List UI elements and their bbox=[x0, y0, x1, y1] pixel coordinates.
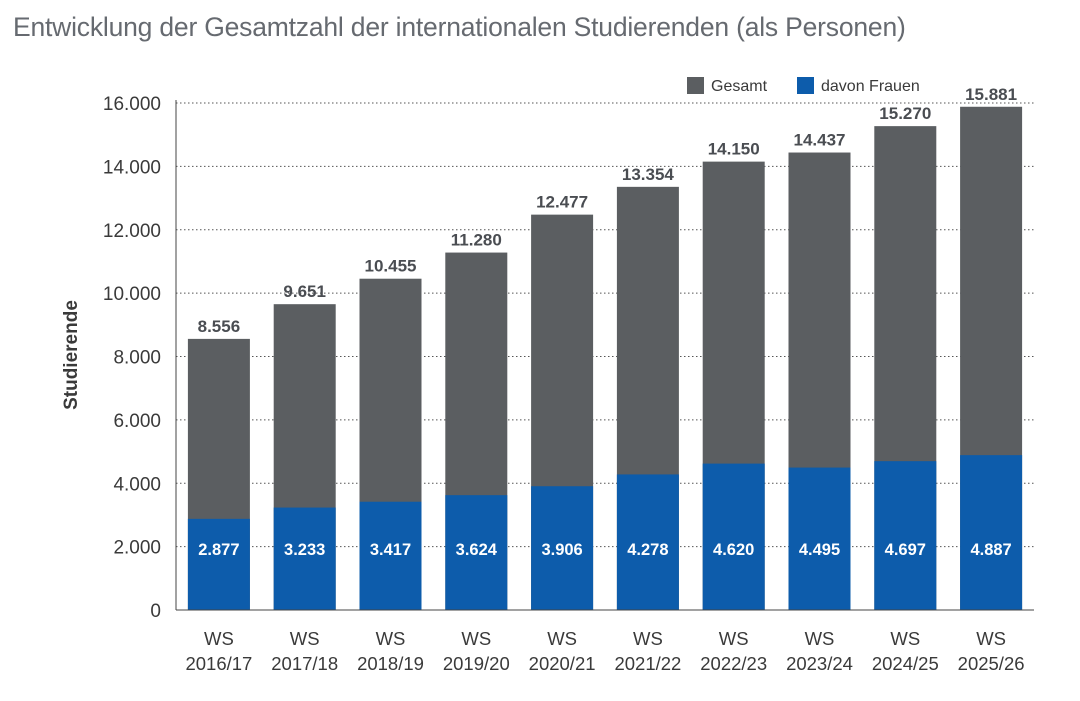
x-tick-label: WS bbox=[290, 628, 320, 649]
data-label-davon-frauen: 4.620 bbox=[713, 541, 754, 559]
x-tick-label: WS bbox=[633, 628, 663, 649]
bars bbox=[187, 106, 1023, 611]
x-tick-label: WS bbox=[461, 628, 491, 649]
legend: Gesamt davon Frauen bbox=[687, 77, 920, 95]
x-tick-label: 2022/23 bbox=[700, 653, 767, 674]
y-tick-label: 8.000 bbox=[113, 348, 161, 369]
x-tick-label: WS bbox=[805, 628, 835, 649]
y-axis-label: Studierende bbox=[61, 300, 82, 410]
data-label-gesamt: 10.455 bbox=[365, 257, 417, 276]
x-tick-label: 2016/17 bbox=[185, 653, 252, 674]
data-labels: 8.556 2.877 9.651 3.233 10.455 3.417 11.280 3.6… bbox=[198, 85, 1017, 559]
data-label-davon-frauen: 3.624 bbox=[456, 541, 498, 559]
data-label-davon-frauen: 4.887 bbox=[970, 541, 1011, 559]
data-label-davon-frauen: 3.906 bbox=[541, 541, 582, 559]
x-tick-label: 2025/26 bbox=[958, 653, 1025, 674]
bar-davon-frauen bbox=[960, 455, 1023, 610]
chart-title: Entwicklung der Gesamtzahl der internati… bbox=[13, 12, 906, 42]
legend-label: davon Frauen bbox=[821, 78, 920, 95]
y-tick-label: 6.000 bbox=[113, 411, 161, 432]
legend-swatch bbox=[797, 77, 814, 94]
x-tick-label: 2024/25 bbox=[872, 653, 939, 674]
x-tick-label: 2018/19 bbox=[357, 653, 424, 674]
data-label-gesamt: 15.881 bbox=[965, 85, 1017, 104]
data-label-gesamt: 12.477 bbox=[536, 193, 588, 212]
bar-davon-frauen bbox=[874, 461, 937, 610]
data-label-gesamt: 14.437 bbox=[794, 131, 846, 150]
data-label-davon-frauen: 4.495 bbox=[799, 541, 840, 559]
y-tick-label: 0 bbox=[150, 601, 161, 622]
data-label-gesamt: 8.556 bbox=[198, 317, 241, 336]
bar-davon-frauen bbox=[616, 474, 679, 610]
x-tick-label: 2017/18 bbox=[271, 653, 338, 674]
data-label-gesamt: 13.354 bbox=[622, 165, 675, 184]
x-tick-label: WS bbox=[976, 628, 1006, 649]
data-label-davon-frauen: 3.233 bbox=[284, 541, 325, 559]
y-tick-label: 12.000 bbox=[103, 221, 161, 242]
gridlines bbox=[176, 102, 1034, 548]
bar-davon-frauen bbox=[445, 495, 508, 610]
data-label-davon-frauen: 2.877 bbox=[198, 541, 239, 559]
axes: 0 2.000 4.000 6.000 8.000 10.000 12.000 14.000 1… bbox=[103, 94, 1034, 674]
x-tick-label: 2021/22 bbox=[614, 653, 681, 674]
bar-davon-frauen bbox=[702, 463, 765, 610]
data-label-davon-frauen: 4.278 bbox=[627, 541, 668, 559]
x-tick-label: 2019/20 bbox=[443, 653, 510, 674]
bar-davon-frauen bbox=[273, 507, 336, 610]
legend-label: Gesamt bbox=[711, 78, 768, 95]
bar-davon-frauen bbox=[359, 501, 422, 610]
data-label-davon-frauen: 4.697 bbox=[885, 541, 926, 559]
data-label-gesamt: 14.150 bbox=[708, 140, 760, 159]
bar-davon-frauen bbox=[187, 518, 250, 610]
data-label-gesamt: 9.651 bbox=[283, 282, 326, 301]
x-tick-label: 2020/21 bbox=[529, 653, 596, 674]
y-tick-label: 4.000 bbox=[113, 474, 161, 495]
x-tick-label: WS bbox=[204, 628, 234, 649]
x-tick-label: 2023/24 bbox=[786, 653, 853, 674]
y-tick-label: 10.000 bbox=[103, 284, 161, 305]
x-tick-label: WS bbox=[719, 628, 749, 649]
x-tick-label: WS bbox=[376, 628, 406, 649]
data-label-davon-frauen: 3.417 bbox=[370, 541, 411, 559]
legend-swatch bbox=[687, 77, 704, 94]
data-label-gesamt: 15.270 bbox=[879, 104, 931, 123]
bar-davon-frauen bbox=[531, 486, 594, 610]
y-tick-label: 2.000 bbox=[113, 538, 161, 559]
x-tick-label: WS bbox=[890, 628, 920, 649]
bar-davon-frauen bbox=[788, 467, 851, 610]
data-label-gesamt: 11.280 bbox=[451, 231, 502, 250]
y-tick-label: 16.000 bbox=[103, 94, 161, 115]
x-tick-label: WS bbox=[547, 628, 577, 649]
y-tick-label: 14.000 bbox=[103, 157, 161, 178]
